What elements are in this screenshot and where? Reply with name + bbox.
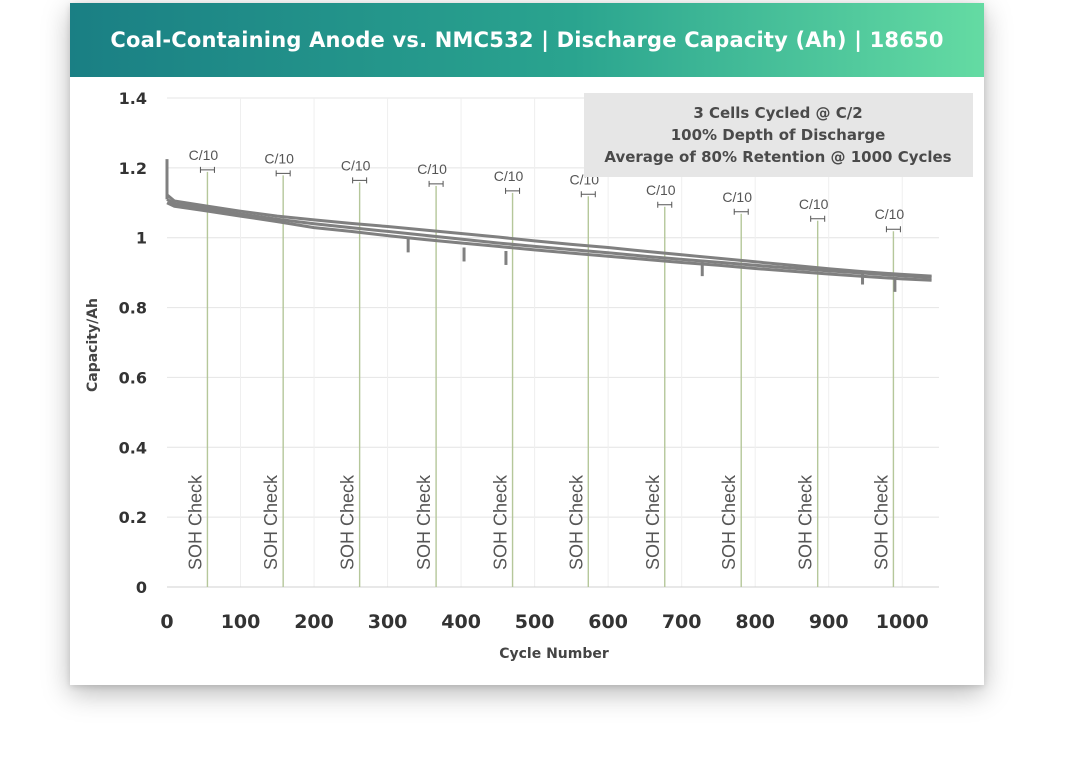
- soh-check-label: SOH Check: [261, 474, 281, 570]
- x-axis-title: Cycle Number: [499, 646, 609, 662]
- rate-bracket: [885, 226, 901, 233]
- annotation-line: 3 Cells Cycled @ C/2: [693, 104, 862, 122]
- chart-title: Coal-Containing Anode vs. NMC532 | Disch…: [70, 3, 984, 77]
- soh-check-label: SOH Check: [719, 474, 739, 570]
- soh-check-label: SOH Check: [338, 474, 358, 570]
- x-tick-label: 500: [515, 611, 555, 633]
- y-tick-label: 0.2: [119, 508, 147, 527]
- annotation-line: 100% Depth of Discharge: [671, 126, 886, 144]
- rate-label: C/10: [264, 150, 294, 166]
- capacity-series-line: [166, 198, 932, 279]
- rate-bracket: [275, 170, 291, 177]
- x-tick-label: 600: [588, 611, 628, 633]
- capacity-series-line: [166, 201, 932, 282]
- rate-label: C/10: [417, 161, 447, 177]
- rate-bracket: [810, 215, 826, 222]
- x-tick-label: 1000: [876, 611, 929, 633]
- rate-label: C/10: [799, 196, 829, 212]
- soh-check-label: SOH Check: [185, 474, 205, 570]
- rate-bracket: [352, 177, 368, 184]
- x-tick-label: 200: [294, 611, 334, 633]
- rate-label: C/10: [722, 189, 752, 205]
- rate-bracket: [733, 208, 749, 215]
- rate-bracket: [199, 166, 215, 173]
- rate-label: C/10: [189, 147, 219, 163]
- x-tick-label: 800: [735, 611, 775, 633]
- soh-check-label: SOH Check: [414, 474, 434, 570]
- rate-bracket: [580, 191, 596, 198]
- x-tick-label: 300: [368, 611, 408, 633]
- x-tick-label: 900: [809, 611, 849, 633]
- y-tick-label: 0.6: [119, 368, 147, 387]
- rate-label: C/10: [494, 168, 524, 184]
- soh-check-label: SOH Check: [871, 474, 891, 570]
- y-tick-label: 1: [136, 229, 147, 248]
- y-axis-title: Capacity/Ah: [85, 298, 101, 392]
- x-tick-label: 100: [221, 611, 261, 633]
- rate-bracket: [505, 187, 521, 194]
- rate-bracket: [657, 201, 673, 208]
- x-tick-label: 400: [441, 611, 481, 633]
- soh-check-label: SOH Check: [796, 474, 816, 570]
- rate-label: C/10: [646, 182, 676, 198]
- capacity-series-line: [166, 193, 932, 278]
- x-tick-label: 0: [160, 611, 173, 633]
- annotation-box: [584, 93, 973, 177]
- soh-check-label: SOH Check: [643, 474, 663, 570]
- y-tick-label: 1.2: [119, 159, 147, 178]
- rate-bracket: [428, 180, 444, 187]
- rate-label: C/10: [875, 206, 905, 222]
- soh-check-label: SOH Check: [491, 474, 511, 570]
- rate-label: C/10: [341, 157, 371, 173]
- soh-check-label: SOH Check: [566, 474, 586, 570]
- x-tick-label: 700: [662, 611, 702, 633]
- y-tick-label: 0.4: [119, 438, 147, 457]
- y-tick-label: 0.8: [119, 299, 147, 318]
- y-tick-label: 1.4: [119, 89, 147, 108]
- annotation-line: Average of 80% Retention @ 1000 Cycles: [604, 148, 951, 166]
- y-tick-label: 0: [136, 578, 147, 597]
